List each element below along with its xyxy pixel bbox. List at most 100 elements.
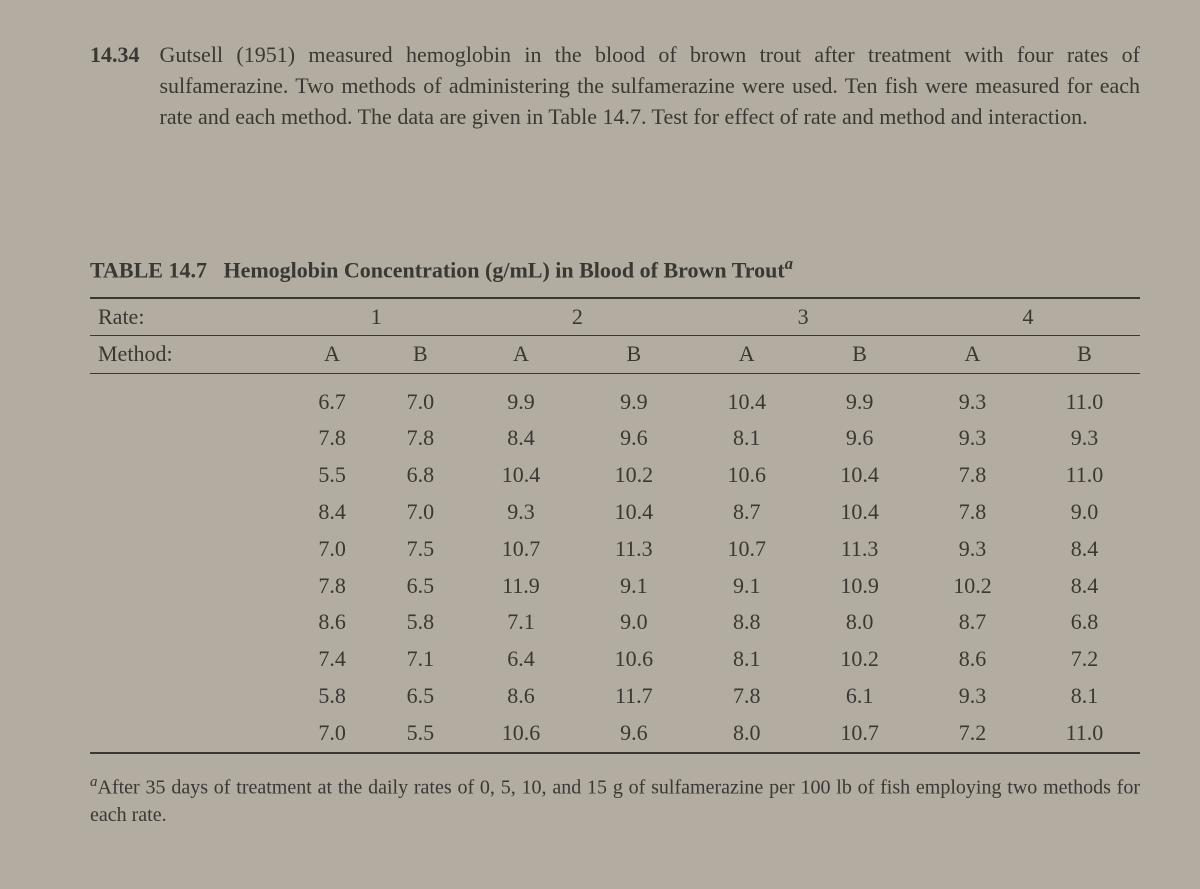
- data-cell: 7.8: [376, 420, 464, 457]
- data-cell: 5.5: [376, 715, 464, 753]
- data-cell: 10.9: [803, 568, 916, 605]
- data-cell: 10.7: [465, 531, 578, 568]
- data-cell: 5.8: [376, 604, 464, 641]
- method-col: A: [465, 336, 578, 374]
- data-cell: 7.8: [690, 678, 803, 715]
- data-cell: 9.3: [916, 384, 1029, 421]
- data-cell: 7.8: [288, 420, 376, 457]
- table-row: 7.07.510.711.310.711.39.38.4: [90, 531, 1140, 568]
- data-cell: 10.7: [803, 715, 916, 753]
- table-row: 7.47.16.410.68.110.28.67.2: [90, 641, 1140, 678]
- data-cell: 7.4: [288, 641, 376, 678]
- method-col: A: [690, 336, 803, 374]
- data-cell: 9.9: [577, 384, 690, 421]
- data-cell: 8.4: [288, 494, 376, 531]
- row-label: [90, 457, 288, 494]
- data-cell: 8.7: [916, 604, 1029, 641]
- data-cell: 9.9: [465, 384, 578, 421]
- table-caption: Hemoglobin Concentration (g/mL) in Blood…: [223, 258, 784, 283]
- data-cell: 6.7: [288, 384, 376, 421]
- data-cell: 8.4: [1029, 568, 1140, 605]
- data-cell: 9.0: [1029, 494, 1140, 531]
- table-row: 8.47.09.310.48.710.47.89.0: [90, 494, 1140, 531]
- data-cell: 7.1: [376, 641, 464, 678]
- data-cell: 8.7: [690, 494, 803, 531]
- table-superscript: a: [785, 254, 793, 273]
- data-cell: 8.1: [690, 420, 803, 457]
- data-cell: 9.3: [916, 678, 1029, 715]
- data-cell: 6.8: [376, 457, 464, 494]
- data-cell: 7.8: [916, 457, 1029, 494]
- data-cell: 7.0: [376, 384, 464, 421]
- method-col: B: [376, 336, 464, 374]
- data-cell: 7.5: [376, 531, 464, 568]
- data-cell: 9.3: [916, 531, 1029, 568]
- rate-label: Rate:: [90, 298, 288, 336]
- row-label: [90, 531, 288, 568]
- problem-block: 14.34 Gutsell (1951) measured hemoglobin…: [90, 40, 1140, 132]
- data-cell: 11.3: [803, 531, 916, 568]
- data-cell: 10.2: [803, 641, 916, 678]
- data-cell: 10.4: [690, 384, 803, 421]
- data-cell: 8.8: [690, 604, 803, 641]
- data-cell: 11.9: [465, 568, 578, 605]
- table-title: TABLE 14.7 Hemoglobin Concentration (g/m…: [90, 252, 1140, 286]
- data-cell: 10.2: [916, 568, 1029, 605]
- data-cell: 10.4: [803, 494, 916, 531]
- data-cell: 10.6: [465, 715, 578, 753]
- data-cell: 9.1: [577, 568, 690, 605]
- data-cell: 9.3: [1029, 420, 1140, 457]
- data-cell: 7.2: [916, 715, 1029, 753]
- data-cell: 7.8: [916, 494, 1029, 531]
- data-cell: 9.9: [803, 384, 916, 421]
- row-label: [90, 641, 288, 678]
- rate-3: 3: [690, 298, 916, 336]
- problem-number: 14.34: [90, 40, 140, 71]
- data-cell: 8.0: [690, 715, 803, 753]
- data-cell: 10.7: [690, 531, 803, 568]
- data-cell: 10.4: [465, 457, 578, 494]
- data-cell: 9.3: [465, 494, 578, 531]
- data-cell: 11.3: [577, 531, 690, 568]
- problem-text: Gutsell (1951) measured hemoglobin in th…: [160, 40, 1141, 132]
- data-cell: 6.5: [376, 678, 464, 715]
- data-cell: 10.2: [577, 457, 690, 494]
- table-row: 7.86.511.99.19.110.910.28.4: [90, 568, 1140, 605]
- data-cell: 7.0: [288, 715, 376, 753]
- rate-1: 1: [288, 298, 465, 336]
- data-cell: 7.8: [288, 568, 376, 605]
- data-cell: 9.6: [577, 420, 690, 457]
- data-cell: 6.5: [376, 568, 464, 605]
- method-label: Method:: [90, 336, 288, 374]
- data-cell: 6.8: [1029, 604, 1140, 641]
- table-row: 7.05.510.69.68.010.77.211.0: [90, 715, 1140, 753]
- data-cell: 10.4: [803, 457, 916, 494]
- data-cell: 9.3: [916, 420, 1029, 457]
- method-col: A: [288, 336, 376, 374]
- method-col: B: [577, 336, 690, 374]
- data-cell: 9.1: [690, 568, 803, 605]
- data-cell: 10.6: [577, 641, 690, 678]
- data-cell: 6.4: [465, 641, 578, 678]
- rate-4: 4: [916, 298, 1140, 336]
- data-cell: 6.1: [803, 678, 916, 715]
- rate-2: 2: [465, 298, 691, 336]
- table-row: 5.56.810.410.210.610.47.811.0: [90, 457, 1140, 494]
- footnote-mark: a: [90, 774, 98, 790]
- footnote: aAfter 35 days of treatment at the daily…: [90, 772, 1140, 830]
- data-cell: 8.0: [803, 604, 916, 641]
- data-cell: 8.4: [1029, 531, 1140, 568]
- data-cell: 5.8: [288, 678, 376, 715]
- data-cell: 7.0: [288, 531, 376, 568]
- data-cell: 11.7: [577, 678, 690, 715]
- row-label: [90, 715, 288, 753]
- data-cell: 9.6: [577, 715, 690, 753]
- data-table: Rate: 1 2 3 4 Method: A B A B A B A B 6.…: [90, 297, 1140, 754]
- table-row: 5.86.58.611.77.86.19.38.1: [90, 678, 1140, 715]
- method-col: B: [803, 336, 916, 374]
- data-body: 6.77.09.99.910.49.99.311.07.87.88.49.68.…: [90, 374, 1140, 753]
- data-cell: 8.6: [916, 641, 1029, 678]
- row-label: [90, 494, 288, 531]
- data-cell: 8.4: [465, 420, 578, 457]
- data-cell: 8.1: [690, 641, 803, 678]
